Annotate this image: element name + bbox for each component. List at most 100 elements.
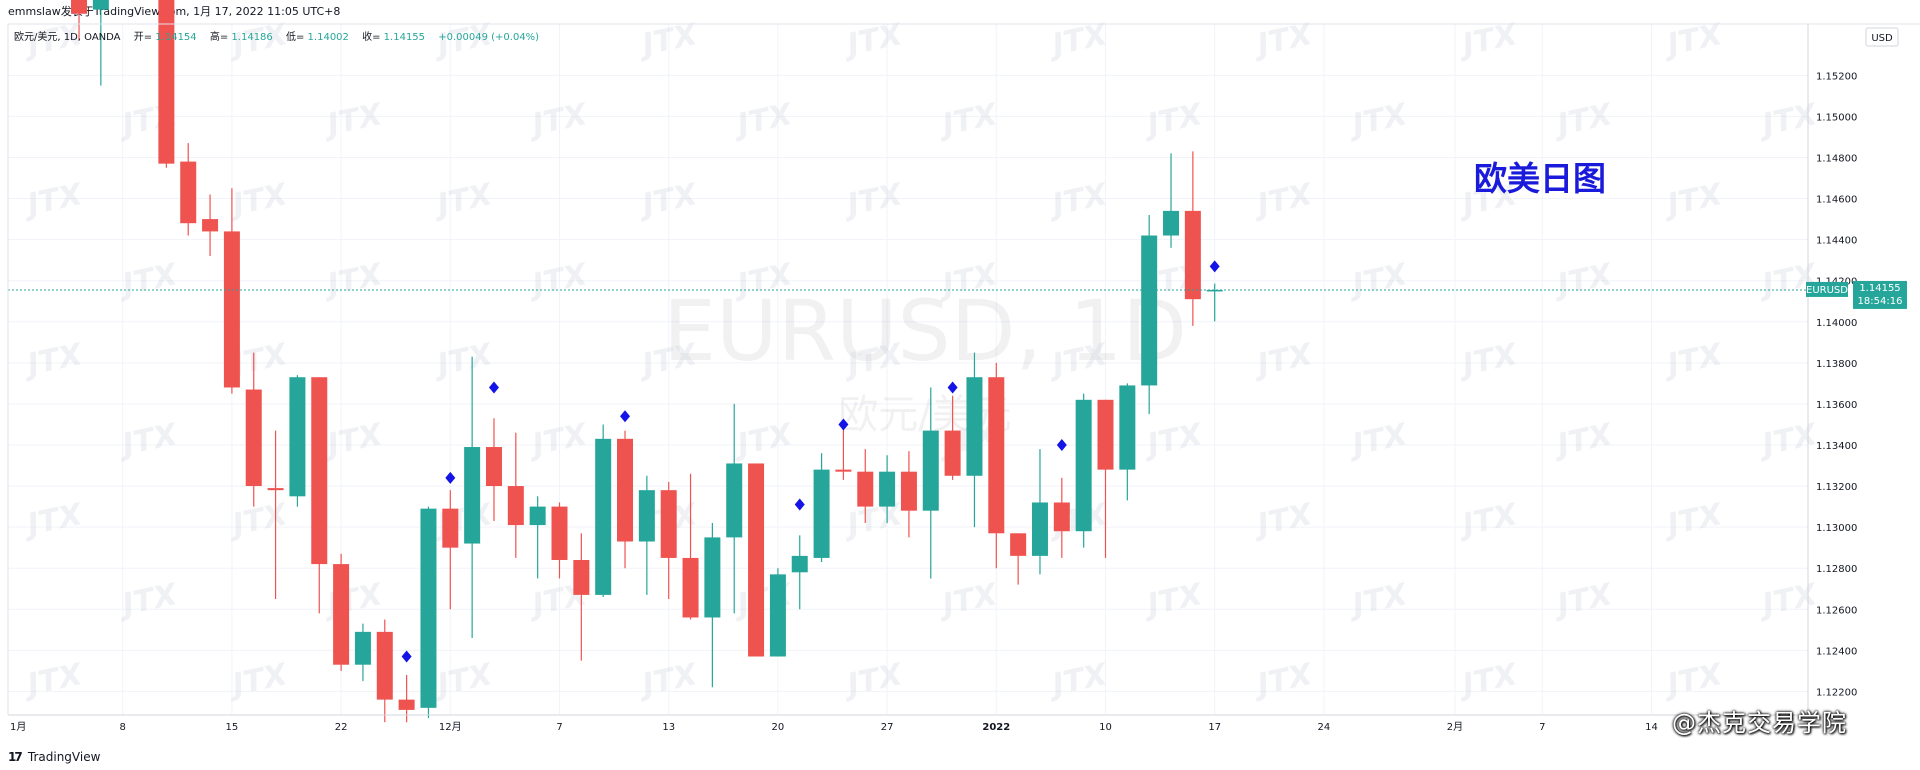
candle-body — [573, 559, 590, 595]
candle-body — [704, 537, 721, 618]
candle — [71, 0, 88, 41]
candle — [638, 475, 655, 595]
time-tick-label: 8 — [120, 722, 126, 733]
candle — [1119, 383, 1136, 501]
time-tick-label: 7 — [556, 722, 562, 733]
brand-watermark: JTX — [1659, 177, 1727, 224]
time-tick-label: 17 — [1208, 722, 1221, 733]
legend-change: +0.00049 (+0.04%) — [438, 32, 539, 43]
price-badge-box — [1853, 280, 1907, 309]
candle — [922, 387, 939, 579]
symbol-badge-label: EURUSD — [1806, 285, 1848, 296]
candle — [464, 356, 481, 639]
candle — [1053, 477, 1070, 558]
candles — [71, 0, 1223, 723]
candle-body — [791, 555, 808, 573]
candle — [1141, 214, 1158, 415]
signal-marker — [1056, 438, 1067, 451]
signal-marker — [794, 498, 805, 511]
brand-watermark: JTX — [1659, 497, 1727, 544]
brand-watermark: JTX — [524, 417, 592, 464]
signal-marker — [947, 381, 958, 394]
time-tick-label: 2022 — [982, 722, 1010, 733]
candle — [245, 352, 262, 507]
legend-symbol: 欧元/美元, 1D, OANDA — [14, 30, 121, 43]
candle — [551, 502, 568, 579]
candle-body — [442, 508, 459, 548]
legend-close-label: 收= — [362, 30, 380, 43]
time-axis-labels: 1月 8 15 22 12月 7 13 20 27 2022 10 17 24 2月 7 14 — [10, 721, 1658, 733]
price-tick-label: 1.14600 — [1816, 195, 1857, 206]
brand-watermark: JTX — [1044, 657, 1112, 704]
brand-watermark: JTX — [429, 177, 497, 224]
brand-watermark: JTX — [19, 177, 87, 224]
price-tick-label: 1.13800 — [1816, 359, 1857, 370]
candle — [660, 481, 677, 599]
brand-watermark: JTX — [429, 657, 497, 704]
candle-body — [1075, 399, 1092, 532]
candle — [791, 535, 808, 610]
candle — [376, 619, 393, 723]
candle — [311, 377, 328, 614]
price-tick-label: 1.12400 — [1816, 646, 1857, 657]
candle — [267, 430, 284, 599]
brand-watermark: JTX — [524, 257, 592, 304]
candle-body — [595, 438, 612, 595]
axes — [7, 23, 1920, 716]
signal-marker — [838, 418, 849, 431]
legend-close-value: 1.14155 — [384, 32, 425, 43]
candle — [1163, 153, 1180, 248]
candle-body — [1097, 399, 1114, 470]
brand-watermark: JTX — [114, 577, 182, 624]
brand-watermark: JTX — [1139, 577, 1207, 624]
symbol-price-badge: EURUSD 1.14155 18:54:16 — [1806, 280, 1907, 309]
brand-watermark: JTX — [1344, 577, 1412, 624]
candle — [442, 490, 459, 610]
candle-body — [857, 471, 874, 507]
brand-watermark: JTX — [1754, 417, 1822, 464]
candle — [180, 143, 197, 236]
time-tick-label: 14 — [1645, 722, 1658, 733]
brand-watermark: JTX — [1344, 97, 1412, 144]
legend-low-label: 低= — [286, 30, 304, 43]
candle-body — [507, 486, 524, 526]
candle-body — [900, 471, 917, 511]
description-watermark: 欧元/美元 — [838, 392, 1011, 438]
price-tick-label: 1.13200 — [1816, 482, 1857, 493]
candle-body — [267, 488, 284, 491]
tradingview-logo[interactable]: 17 TradingView — [8, 748, 100, 766]
candle-body — [92, 0, 109, 10]
candle — [726, 403, 743, 614]
brand-watermark: JTX — [1249, 177, 1317, 224]
tradingview-mark-icon: 17 — [8, 750, 23, 764]
signal-marker — [1209, 260, 1220, 273]
candle — [1184, 151, 1201, 326]
brand-watermark: JTX — [1344, 417, 1412, 464]
candle — [354, 623, 371, 682]
symbol-watermark: EURUSD, 1D — [663, 282, 1187, 380]
time-tick-label: 7 — [1539, 722, 1545, 733]
chart-annotation[interactable]: 欧美日图 — [1474, 159, 1606, 198]
candle — [333, 553, 350, 671]
candle — [988, 362, 1005, 569]
brand-watermark: JTX — [839, 657, 907, 704]
price-tick-label: 1.13000 — [1816, 523, 1857, 534]
currency-badge[interactable]: USD — [1865, 27, 1899, 47]
price-badge-value: 1.14155 — [1859, 283, 1900, 294]
brand-watermark: JTX — [224, 497, 292, 544]
candle — [1075, 393, 1092, 548]
price-tick-label: 1.14400 — [1816, 236, 1857, 247]
candle-body — [726, 463, 743, 538]
price-tick-label: 1.14800 — [1816, 153, 1857, 164]
brand-watermark: JTX — [1659, 657, 1727, 704]
candle — [289, 375, 306, 507]
price-tick-label: 1.12600 — [1816, 605, 1857, 616]
legend-low-value: 1.14002 — [308, 32, 349, 43]
time-tick-label: 27 — [881, 722, 894, 733]
candle-body — [1163, 210, 1180, 236]
brand-watermark: JTX — [19, 337, 87, 384]
candle-body — [617, 438, 634, 542]
legend-open-label: 开= — [134, 32, 152, 43]
time-tick-label: 10 — [1099, 722, 1112, 733]
